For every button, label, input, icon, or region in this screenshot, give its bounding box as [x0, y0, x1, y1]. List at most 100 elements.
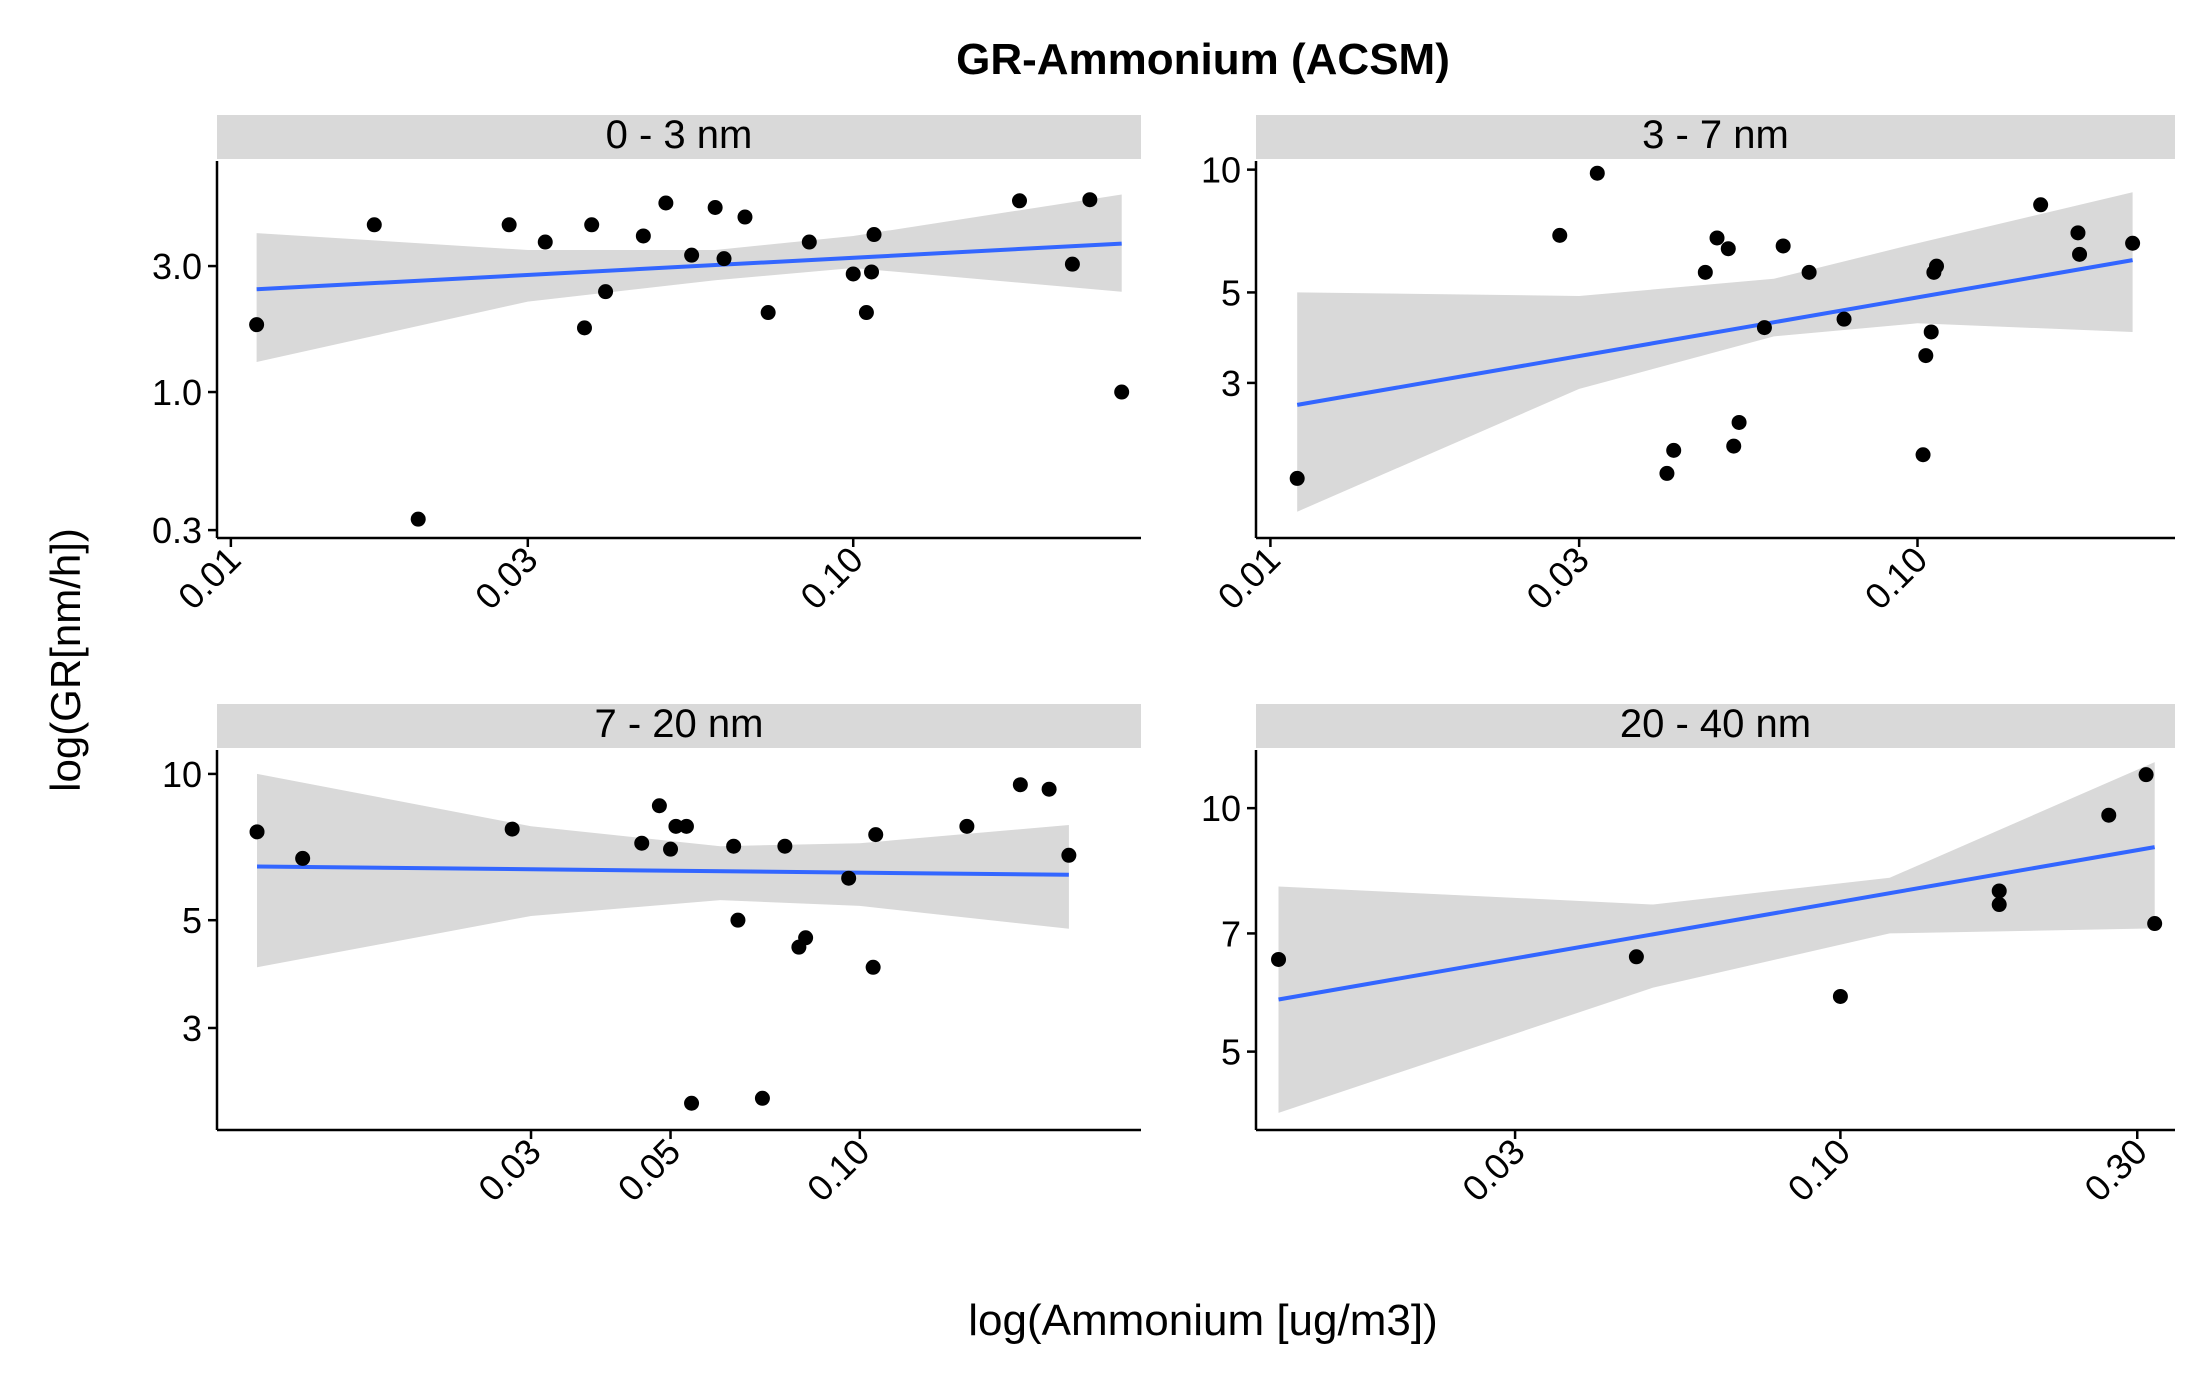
data-point — [2138, 767, 2154, 783]
y-tick-label: 10 — [162, 754, 202, 795]
data-point — [737, 209, 753, 225]
facet-strip — [217, 704, 1141, 748]
data-point — [1775, 238, 1791, 254]
data-point — [366, 217, 382, 233]
x-tick-label: 0.10 — [1857, 539, 1936, 618]
y-tick-label: 3 — [1221, 363, 1241, 404]
x-tick-label: 0.03 — [1454, 1131, 1533, 1210]
data-point — [684, 1095, 700, 1111]
data-point — [868, 827, 884, 843]
data-point — [2070, 225, 2086, 241]
data-point — [2072, 246, 2088, 262]
data-point — [2125, 235, 2141, 251]
data-point — [1756, 320, 1772, 336]
y-tick-label: 5 — [1221, 1032, 1241, 1073]
data-point — [1628, 949, 1644, 965]
x-tick-label: 0.10 — [1780, 1131, 1859, 1210]
x-axis-label: log(Ammonium [ug/m3]) — [968, 1296, 1437, 1345]
data-point — [678, 818, 694, 834]
data-point — [635, 228, 651, 244]
data-point — [504, 821, 520, 837]
facet-strip-label: 20 - 40 nm — [1620, 702, 1811, 746]
data-point — [410, 511, 426, 527]
data-point — [730, 912, 746, 928]
facet-strip — [217, 115, 1141, 159]
y-tick-label: 5 — [182, 900, 202, 941]
facet-strip-label: 7 - 20 nm — [595, 702, 764, 746]
data-point — [1666, 442, 1682, 458]
y-tick-label: 3 — [182, 1008, 202, 1049]
confidence-ribbon — [1297, 192, 2133, 512]
data-point — [858, 305, 874, 321]
x-tick-label: 0.03 — [467, 539, 546, 618]
facet-panel: 20 - 40 nm 5 7 10 0.03 0.10 0.30 — [1201, 702, 2175, 1209]
data-point — [801, 234, 817, 250]
data-point — [249, 317, 265, 333]
x-tick-label: 0.05 — [610, 1131, 689, 1210]
data-point — [798, 930, 814, 946]
x-tick-label: 0.10 — [792, 539, 871, 618]
data-point — [726, 838, 742, 854]
confidence-ribbon — [1278, 762, 2155, 1113]
fit-line — [257, 864, 1069, 877]
data-point — [501, 217, 517, 233]
y-tick-label: 5 — [1221, 272, 1241, 313]
data-point — [2147, 916, 2163, 932]
data-point — [1918, 348, 1934, 364]
y-tick-label: 0.3 — [152, 510, 202, 551]
data-point — [634, 835, 650, 851]
y-tick-label: 10 — [1201, 150, 1241, 191]
data-point — [1726, 438, 1742, 454]
data-point — [1991, 897, 2007, 913]
data-point — [663, 841, 679, 857]
data-point — [1082, 192, 1098, 208]
data-point — [1991, 883, 2007, 899]
data-point — [576, 320, 592, 336]
data-point — [864, 264, 880, 280]
y-tick-label: 1.0 — [152, 372, 202, 413]
data-point — [760, 305, 776, 321]
data-point — [845, 266, 861, 282]
data-point — [1114, 384, 1130, 400]
facet-strip-label: 0 - 3 nm — [606, 113, 753, 157]
data-point — [716, 251, 732, 267]
data-point — [1064, 256, 1080, 272]
data-point — [1659, 465, 1675, 481]
data-point — [1697, 264, 1713, 280]
y-tick-label: 3.0 — [152, 246, 202, 287]
x-tick-label: 0.03 — [1518, 539, 1597, 618]
data-point — [1011, 193, 1027, 209]
confidence-ribbon — [256, 194, 1122, 362]
data-point — [684, 247, 700, 263]
x-tick-label: 0.30 — [2076, 1131, 2155, 1210]
x-tick-label: 0.03 — [470, 1131, 549, 1210]
data-point — [1923, 324, 1939, 340]
data-point — [1929, 258, 1945, 274]
x-tick-label: 0.01 — [1210, 539, 1289, 618]
data-point — [1836, 311, 1852, 327]
data-point — [1801, 264, 1817, 280]
data-point — [584, 217, 600, 233]
data-point — [1589, 165, 1605, 181]
data-point — [754, 1090, 770, 1106]
data-point — [865, 959, 881, 975]
y-tick-label: 10 — [1201, 788, 1241, 829]
data-point — [249, 824, 265, 840]
data-point — [1012, 777, 1028, 793]
data-point — [658, 195, 674, 211]
data-point — [866, 227, 882, 243]
x-tick-label: 0.10 — [799, 1131, 878, 1210]
data-point — [1915, 447, 1931, 463]
data-point — [2033, 197, 2049, 213]
data-point — [295, 850, 311, 866]
data-point — [668, 818, 684, 834]
data-point — [1061, 847, 1077, 863]
data-point — [777, 838, 793, 854]
fit-line — [1296, 258, 2133, 407]
data-point — [537, 234, 553, 250]
fit-line — [1278, 845, 2156, 1002]
facet-strip-label: 3 - 7 nm — [1642, 113, 1789, 157]
data-point — [2101, 807, 2117, 823]
facet-panel: 0 - 3 nm0.31.03.00.01 0.03 0.10 — [152, 113, 1141, 617]
